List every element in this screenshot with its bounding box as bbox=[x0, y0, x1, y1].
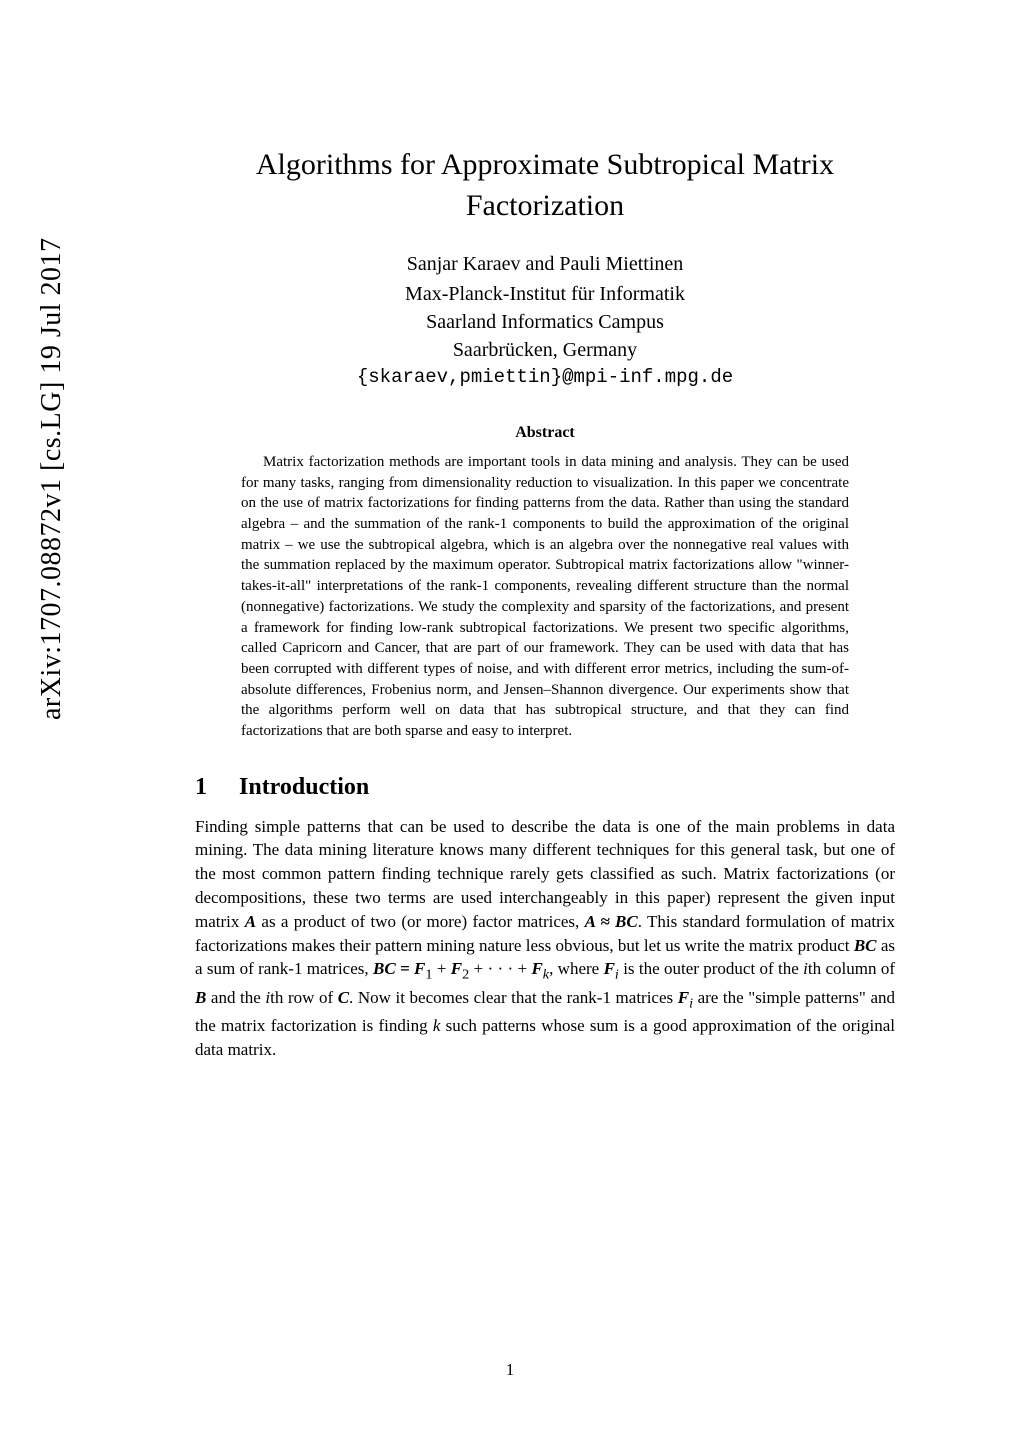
intro-text-2: as a product of two (or more) factor mat… bbox=[256, 912, 585, 931]
symbol-Fi-2: F bbox=[678, 988, 689, 1007]
intro-text-10: . Now it becomes clear that the rank-1 m… bbox=[349, 988, 678, 1007]
page-number: 1 bbox=[0, 1360, 1020, 1380]
affiliation-line-2: Saarland Informatics Campus bbox=[195, 308, 895, 336]
arxiv-identifier: arXiv:1707.08872v1 [cs.LG] 19 Jul 2017 bbox=[36, 237, 68, 720]
paper-title: Algorithms for Approximate Subtropical M… bbox=[195, 145, 895, 226]
intro-text-5: , where bbox=[549, 959, 603, 978]
affiliation-line-1: Max-Planck-Institut für Informatik bbox=[195, 280, 895, 308]
author-names: Sanjar Karaev and Pauli Miettinen bbox=[195, 250, 895, 278]
plus-dots: + · · · + bbox=[469, 959, 531, 978]
abstract-content: Matrix factorization methods are importa… bbox=[241, 454, 849, 739]
equation-A-approx-BC: A ≈ BC bbox=[585, 912, 638, 931]
author-emails: {skaraev,pmiettin}@mpi-inf.mpg.de bbox=[195, 366, 895, 388]
section-number: 1 bbox=[195, 774, 239, 801]
symbol-Fi: F bbox=[604, 959, 615, 978]
affiliation-line-3: Saarbrücken, Germany bbox=[195, 336, 895, 364]
title-line-2: Factorization bbox=[466, 189, 624, 222]
intro-text-7: th column of bbox=[808, 959, 895, 978]
symbol-B: B bbox=[195, 988, 206, 1007]
title-line-1: Algorithms for Approximate Subtropical M… bbox=[256, 148, 834, 181]
intro-text-8: and the bbox=[206, 988, 265, 1007]
intro-text-6: is the outer product of the bbox=[619, 959, 803, 978]
symbol-BC: BC bbox=[854, 936, 877, 955]
page-body: Algorithms for Approximate Subtropical M… bbox=[195, 145, 895, 1061]
equation-BC-expansion-start: BC = F bbox=[373, 959, 425, 978]
symbol-A: A bbox=[245, 912, 256, 931]
symbol-Fk: F bbox=[531, 959, 542, 978]
intro-text-9: th row of bbox=[270, 988, 338, 1007]
symbol-F2: F bbox=[451, 959, 462, 978]
introduction-paragraph: Finding simple patterns that can be used… bbox=[195, 815, 895, 1062]
symbol-C: C bbox=[338, 988, 349, 1007]
abstract-heading: Abstract bbox=[195, 424, 895, 442]
section-heading-introduction: 1Introduction bbox=[195, 774, 895, 801]
plus-1: + bbox=[432, 959, 450, 978]
section-title: Introduction bbox=[239, 774, 369, 800]
abstract-text: Matrix factorization methods are importa… bbox=[241, 452, 849, 742]
